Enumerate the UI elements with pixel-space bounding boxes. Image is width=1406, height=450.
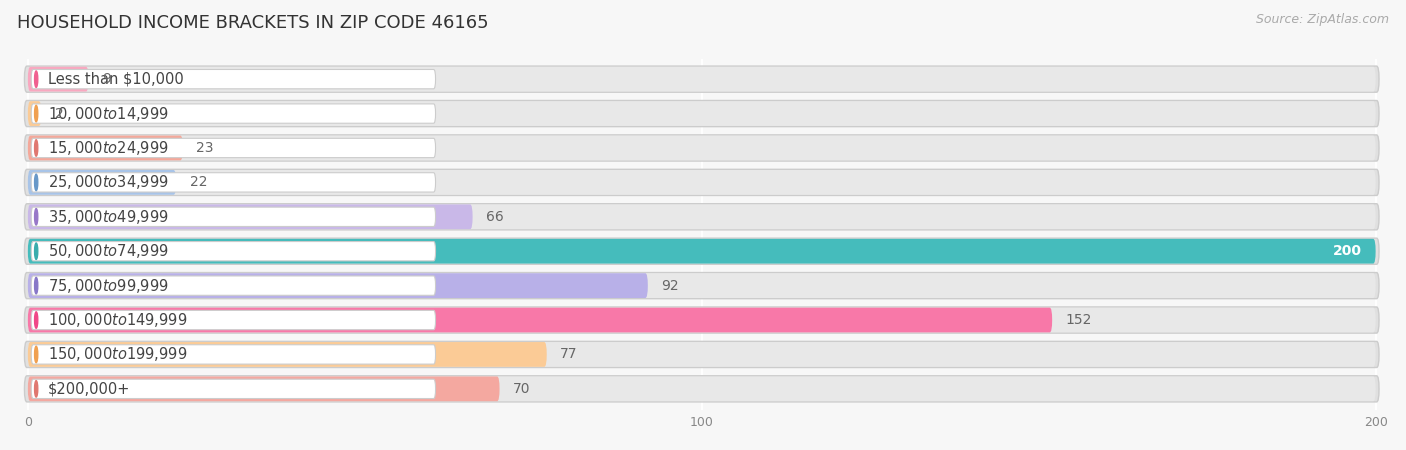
FancyBboxPatch shape (24, 307, 1379, 333)
FancyBboxPatch shape (31, 104, 436, 123)
Circle shape (35, 140, 38, 156)
FancyBboxPatch shape (31, 310, 436, 330)
FancyBboxPatch shape (28, 342, 1375, 367)
Text: 66: 66 (486, 210, 503, 224)
FancyBboxPatch shape (31, 276, 436, 295)
FancyBboxPatch shape (24, 238, 1379, 264)
FancyBboxPatch shape (28, 67, 89, 91)
FancyBboxPatch shape (31, 379, 436, 399)
FancyBboxPatch shape (28, 135, 1375, 160)
FancyBboxPatch shape (28, 239, 1375, 264)
Text: Less than $10,000: Less than $10,000 (48, 72, 184, 87)
FancyBboxPatch shape (31, 69, 436, 89)
FancyBboxPatch shape (28, 170, 1375, 195)
Circle shape (35, 381, 38, 397)
Circle shape (35, 105, 38, 122)
Text: 70: 70 (513, 382, 530, 396)
FancyBboxPatch shape (24, 66, 1379, 92)
FancyBboxPatch shape (31, 242, 436, 261)
FancyBboxPatch shape (28, 101, 41, 126)
FancyBboxPatch shape (31, 138, 436, 158)
Text: $25,000 to $34,999: $25,000 to $34,999 (48, 173, 169, 191)
Text: $75,000 to $99,999: $75,000 to $99,999 (48, 277, 169, 295)
FancyBboxPatch shape (28, 273, 648, 298)
FancyBboxPatch shape (24, 169, 1379, 195)
FancyBboxPatch shape (24, 376, 1379, 402)
FancyBboxPatch shape (31, 207, 436, 226)
Text: $10,000 to $14,999: $10,000 to $14,999 (48, 104, 169, 122)
Circle shape (35, 174, 38, 191)
Text: 152: 152 (1066, 313, 1092, 327)
FancyBboxPatch shape (28, 342, 547, 367)
FancyBboxPatch shape (24, 273, 1379, 299)
Circle shape (35, 346, 38, 363)
Text: $35,000 to $49,999: $35,000 to $49,999 (48, 208, 169, 226)
FancyBboxPatch shape (28, 170, 176, 195)
Text: $15,000 to $24,999: $15,000 to $24,999 (48, 139, 169, 157)
Circle shape (35, 312, 38, 328)
FancyBboxPatch shape (28, 239, 1375, 264)
FancyBboxPatch shape (28, 308, 1052, 333)
FancyBboxPatch shape (28, 377, 499, 401)
Circle shape (35, 209, 38, 225)
FancyBboxPatch shape (28, 67, 1375, 91)
FancyBboxPatch shape (28, 273, 1375, 298)
FancyBboxPatch shape (24, 135, 1379, 161)
Text: $200,000+: $200,000+ (48, 381, 131, 396)
FancyBboxPatch shape (31, 345, 436, 364)
Circle shape (35, 277, 38, 294)
Circle shape (35, 243, 38, 259)
Text: HOUSEHOLD INCOME BRACKETS IN ZIP CODE 46165: HOUSEHOLD INCOME BRACKETS IN ZIP CODE 46… (17, 14, 488, 32)
Text: $100,000 to $149,999: $100,000 to $149,999 (48, 311, 187, 329)
Text: 77: 77 (560, 347, 578, 361)
FancyBboxPatch shape (28, 101, 1375, 126)
FancyBboxPatch shape (24, 342, 1379, 368)
FancyBboxPatch shape (28, 308, 1375, 333)
Circle shape (35, 71, 38, 87)
FancyBboxPatch shape (28, 204, 1375, 229)
FancyBboxPatch shape (28, 204, 472, 229)
Text: 200: 200 (1333, 244, 1362, 258)
FancyBboxPatch shape (24, 204, 1379, 230)
Text: Source: ZipAtlas.com: Source: ZipAtlas.com (1256, 14, 1389, 27)
FancyBboxPatch shape (31, 173, 436, 192)
Text: $50,000 to $74,999: $50,000 to $74,999 (48, 242, 169, 260)
FancyBboxPatch shape (28, 377, 1375, 401)
Text: 9: 9 (103, 72, 111, 86)
Text: 23: 23 (197, 141, 214, 155)
Text: $150,000 to $199,999: $150,000 to $199,999 (48, 346, 187, 364)
Text: 2: 2 (55, 107, 63, 121)
FancyBboxPatch shape (28, 135, 183, 160)
FancyBboxPatch shape (24, 100, 1379, 126)
Text: 92: 92 (661, 279, 679, 292)
Text: 22: 22 (190, 176, 207, 189)
